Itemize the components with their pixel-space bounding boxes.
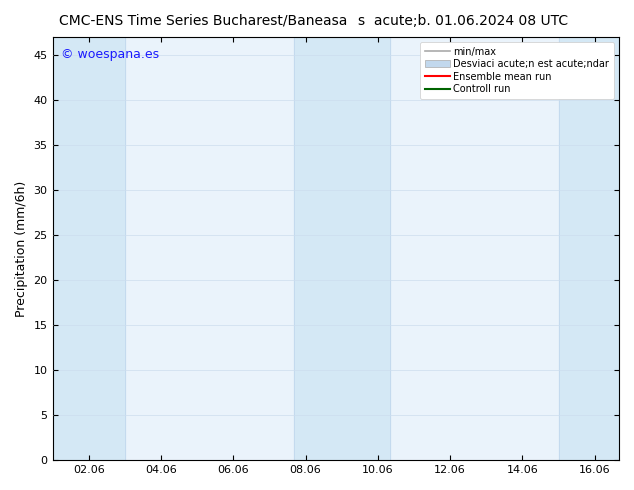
Legend: min/max, Desviaci acute;n est acute;ndar, Ensemble mean run, Controll run: min/max, Desviaci acute;n est acute;ndar… (420, 42, 614, 99)
Text: CMC-ENS Time Series Bucharest/Baneasa: CMC-ENS Time Series Bucharest/Baneasa (59, 14, 347, 28)
Text: © woespana.es: © woespana.es (61, 48, 159, 61)
Y-axis label: Precipitation (mm/6h): Precipitation (mm/6h) (15, 180, 28, 317)
Bar (294, 37, 390, 460)
Text: s  acute;b. 01.06.2024 08 UTC: s acute;b. 01.06.2024 08 UTC (358, 14, 568, 28)
Bar (53, 37, 125, 460)
Bar (559, 37, 619, 460)
